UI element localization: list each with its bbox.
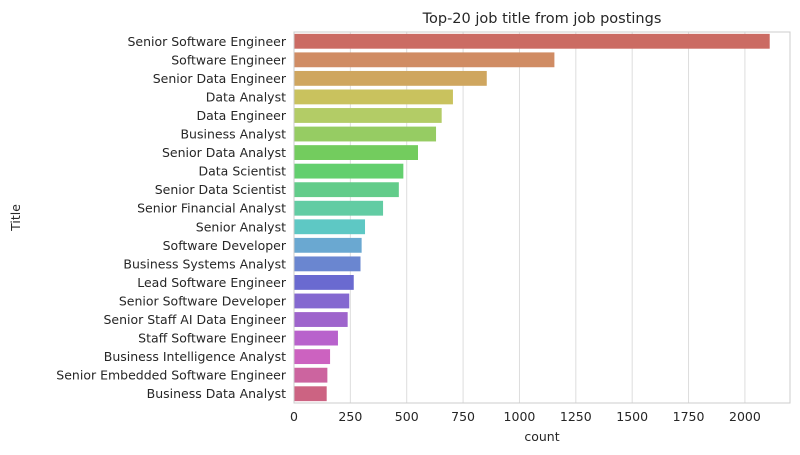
y-tick-label: Senior Embedded Software Engineer xyxy=(56,368,287,383)
y-tick-label: Business Analyst xyxy=(180,127,286,142)
y-tick-label: Senior Financial Analyst xyxy=(137,201,286,216)
y-tick-label: Senior Data Scientist xyxy=(155,182,286,197)
bar xyxy=(294,293,350,309)
x-tick-label: 250 xyxy=(338,409,362,424)
bar xyxy=(294,70,487,86)
bar xyxy=(294,52,555,68)
y-tick-label: Data Scientist xyxy=(199,164,287,179)
x-tick-label: 2000 xyxy=(729,409,761,424)
bar xyxy=(294,367,328,383)
bar xyxy=(294,145,418,160)
y-tick-label: Data Analyst xyxy=(206,89,286,104)
y-tick-labels: Senior Software Engineer Software Enginee… xyxy=(56,34,287,401)
bar xyxy=(294,330,338,346)
y-tick-label: Senior Data Engineer xyxy=(153,71,287,86)
x-tick-label: 1000 xyxy=(504,409,536,424)
y-axis-label: Title xyxy=(8,204,23,232)
plot-frame xyxy=(293,31,791,404)
x-tick-labels: 0 250 500 750 1000 1250 1500 1750 2000 xyxy=(290,409,761,424)
x-tick-label: 500 xyxy=(395,409,419,424)
x-tick-label: 0 xyxy=(290,409,298,424)
y-tick-label: Software Engineer xyxy=(171,52,287,67)
y-tick-label: Senior Data Analyst xyxy=(162,145,286,160)
bar xyxy=(294,312,348,327)
x-tick-label: 1750 xyxy=(673,409,705,424)
bar xyxy=(294,219,366,235)
y-tick-label: Senior Software Engineer xyxy=(127,34,286,49)
chart-title: Top-20 job title from job postings xyxy=(422,11,662,27)
bar xyxy=(294,349,331,365)
bars xyxy=(294,33,770,402)
bar xyxy=(294,200,384,216)
bar xyxy=(294,89,453,105)
y-tick-label: Senior Software Developer xyxy=(119,293,287,308)
y-tick-label: Business Systems Analyst xyxy=(123,256,286,271)
bar xyxy=(294,163,404,179)
y-tick-label: Data Engineer xyxy=(197,108,287,123)
y-tick-label: Lead Software Engineer xyxy=(137,275,287,290)
y-tick-label: Business Data Analyst xyxy=(147,386,286,401)
y-tick-label: Staff Software Engineer xyxy=(138,331,287,346)
y-tick-label: Senior Staff AI Data Engineer xyxy=(103,312,286,327)
grid-lines xyxy=(293,32,746,403)
x-tick-label: 1500 xyxy=(616,409,648,424)
bar xyxy=(294,275,354,290)
bar xyxy=(294,386,327,402)
x-axis-label: count xyxy=(524,429,559,444)
bar xyxy=(294,126,437,142)
bar xyxy=(294,237,362,253)
x-tick-label: 750 xyxy=(451,409,475,424)
y-tick-label: Senior Analyst xyxy=(196,219,286,234)
bar xyxy=(294,33,770,49)
bar xyxy=(294,256,361,272)
bar xyxy=(294,182,399,198)
bar xyxy=(294,108,442,123)
y-tick-label: Software Developer xyxy=(163,238,287,253)
y-tick-label: Business Intelligence Analyst xyxy=(104,349,286,364)
x-tick-label: 1250 xyxy=(560,409,592,424)
